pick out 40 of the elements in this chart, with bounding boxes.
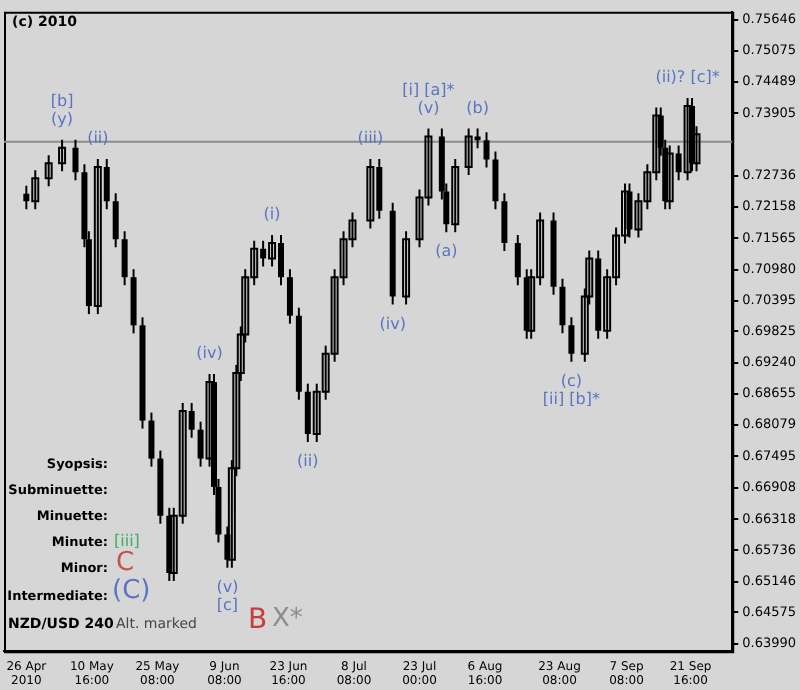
annotation: (c) bbox=[560, 371, 583, 390]
annotation: (iv) bbox=[379, 314, 406, 333]
candlestick bbox=[501, 192, 508, 252]
candlestick bbox=[93, 157, 102, 316]
annotation: [iii] bbox=[114, 532, 140, 550]
candlestick bbox=[568, 316, 575, 363]
annotation: C bbox=[116, 548, 135, 578]
candlestick bbox=[464, 127, 473, 176]
candlestick bbox=[451, 157, 460, 234]
annotation: [ii] [b]* bbox=[542, 389, 600, 408]
candlestick bbox=[665, 144, 674, 211]
annotation: (a) bbox=[435, 242, 458, 261]
candlestick bbox=[121, 230, 128, 287]
candlestick bbox=[514, 233, 521, 287]
candlestick bbox=[44, 154, 53, 188]
annotation: (i) bbox=[263, 205, 281, 224]
annotation: (b) bbox=[466, 98, 489, 117]
annotation: (iv) bbox=[196, 344, 223, 363]
candlestick bbox=[483, 131, 490, 169]
candlestick bbox=[31, 169, 40, 211]
annotation: X* bbox=[272, 604, 303, 634]
candlestick bbox=[366, 157, 375, 230]
annotation: [b] bbox=[50, 91, 74, 110]
annotation: (ii)? [c]* bbox=[655, 68, 720, 87]
annotation: (ii) bbox=[297, 452, 319, 471]
candlestick bbox=[58, 138, 67, 173]
candlestick bbox=[559, 277, 566, 335]
annotation: B bbox=[248, 604, 268, 636]
candlestick bbox=[286, 268, 293, 325]
annotation: [i] [a]* bbox=[402, 80, 455, 99]
annotation: (C) bbox=[112, 576, 151, 606]
candlestick bbox=[402, 230, 411, 306]
candlestick bbox=[112, 192, 119, 249]
annotation: [c] bbox=[216, 595, 239, 614]
candlestick bbox=[72, 138, 79, 182]
annotation: (v) bbox=[216, 577, 239, 596]
candlestick bbox=[148, 411, 155, 468]
annotation: (v) bbox=[417, 98, 440, 117]
candlestick bbox=[492, 150, 499, 211]
annotation: (y) bbox=[51, 109, 74, 128]
